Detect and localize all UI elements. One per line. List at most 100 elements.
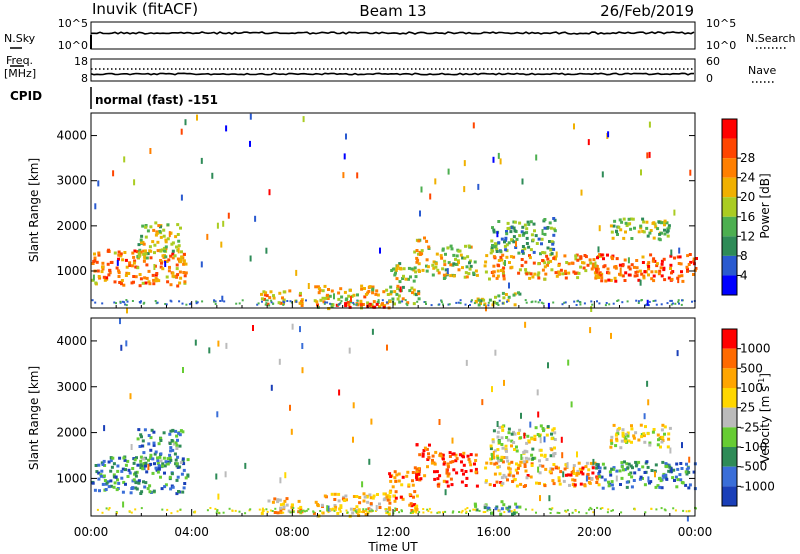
power-cell-180 — [162, 234, 166, 238]
velocity-cell-734 — [550, 437, 554, 441]
velocity-cell-599 — [562, 479, 566, 483]
power-cell-250 — [277, 301, 281, 305]
power-cell-812 — [689, 260, 693, 264]
power-cell-663 — [541, 268, 545, 272]
power-cell-681 — [521, 245, 525, 248]
velocity-ground-cell-174 — [231, 509, 234, 512]
power-cell-561 — [592, 262, 595, 266]
power-cell-472 — [443, 259, 447, 263]
velocity-cell-657 — [552, 482, 556, 486]
velocity-cell-680 — [510, 439, 514, 443]
power-sparse-cell-16 — [379, 247, 381, 254]
power-cell-476 — [454, 262, 458, 266]
velocity-sparse-cell-65 — [643, 413, 646, 420]
velocity-cell-818 — [620, 476, 624, 480]
power-ground-cell-96 — [213, 300, 216, 303]
velocity-cell-10 — [103, 464, 107, 467]
velocity-cell-881 — [664, 473, 668, 477]
power-cell-130 — [97, 275, 101, 278]
velocity-cell-31 — [124, 482, 127, 486]
power-cell-178 — [139, 250, 143, 254]
velocity-sparse-cell-46 — [669, 447, 672, 454]
velocity-cell-333 — [331, 507, 335, 511]
velocity-cell-119 — [153, 462, 156, 466]
power-cell-101 — [167, 258, 171, 262]
velocity-cell-446 — [446, 484, 450, 488]
velocity-cell-240 — [279, 508, 283, 512]
velocity-cell-529 — [577, 461, 581, 465]
power-sparse-cell-76 — [206, 233, 209, 240]
power-colorbar-label-0: 4 — [740, 268, 748, 282]
power-cell-68 — [110, 260, 114, 264]
velocity-sparse-cell-9 — [492, 450, 495, 457]
velocity-cell-105 — [110, 465, 114, 469]
power-cell-672 — [527, 245, 531, 249]
velocity-cell-265 — [273, 511, 277, 514]
velocity-ground-cell-61 — [265, 508, 268, 511]
power-sparse-cell-53 — [646, 152, 649, 159]
power-cell-833 — [641, 261, 645, 264]
velocity-cell-85 — [182, 462, 186, 466]
velocity-cell-687 — [531, 447, 535, 451]
power-cell-34 — [122, 283, 126, 287]
power-cell-843 — [669, 267, 672, 270]
velocity-cell-801 — [601, 486, 605, 490]
power-cell-923 — [657, 220, 661, 224]
velocity-cell-434 — [460, 480, 464, 484]
velocity-cell-342 — [333, 492, 337, 496]
power-cell-941 — [622, 217, 626, 221]
velocity-cell-1 — [122, 480, 126, 484]
power-cell-514 — [474, 300, 478, 304]
power-cell-881 — [606, 267, 610, 271]
power-cell-842 — [679, 262, 683, 266]
freq-trace — [90, 72, 695, 76]
power-ground-cell-107 — [272, 302, 275, 305]
power-cell-37 — [133, 259, 137, 263]
power-cell-87 — [183, 280, 187, 284]
power-cell-8 — [168, 265, 171, 269]
velocity-cell-671 — [495, 454, 499, 458]
velocity-sparse-cell-34 — [592, 458, 595, 465]
power-cell-817 — [652, 257, 656, 261]
velocity-cell-644 — [543, 484, 547, 488]
power-sparse-cell-52 — [499, 158, 502, 165]
time-tick-label-1: 04:00 — [174, 525, 209, 539]
power-sparse-cell-85 — [265, 247, 268, 254]
power-cell-385 — [389, 285, 393, 289]
velocity-cell-399 — [395, 473, 399, 477]
velocity-cell-327 — [382, 498, 386, 502]
velocity-cell-601 — [572, 464, 576, 468]
velocity-ground-cell-88 — [128, 510, 131, 513]
velocity-cell-650 — [530, 464, 534, 467]
velocity-sparse-cell-19 — [539, 495, 541, 502]
power-cell-816 — [657, 272, 661, 276]
nsky-panel-frame — [90, 21, 696, 50]
power-cell-654 — [541, 259, 545, 262]
power-cell-465 — [465, 265, 469, 269]
velocity-ground-cell-114 — [339, 510, 342, 513]
velocity-cell-391 — [388, 495, 392, 499]
power-ground-cell-87 — [125, 304, 128, 307]
velocity-cell-866 — [687, 486, 691, 490]
power-cell-668 — [523, 247, 527, 251]
power-ground-cell-69 — [626, 300, 629, 303]
power-cell-224 — [180, 255, 184, 259]
power-ground-cell-136 — [438, 303, 441, 306]
velocity-cell-464 — [468, 460, 472, 464]
power-cell-209 — [162, 246, 166, 250]
velocity-colorbar-label-main: Velocity [m s — [758, 386, 772, 463]
velocity-cell-404 — [428, 443, 431, 447]
power-cell-374 — [417, 297, 421, 301]
velocity-cell-181 — [143, 428, 147, 432]
power-cell-431 — [418, 253, 422, 256]
velocity-cell-239 — [278, 498, 282, 502]
velocity-cell-630 — [593, 461, 597, 465]
power-cell-597 — [584, 269, 588, 273]
velocity-cell-337 — [357, 510, 361, 514]
power-cell-481 — [452, 274, 456, 278]
velocity-cell-554 — [495, 480, 499, 484]
velocity-cell-819 — [601, 462, 605, 466]
power-cell-747 — [507, 241, 511, 245]
power-cell-314 — [318, 288, 322, 292]
